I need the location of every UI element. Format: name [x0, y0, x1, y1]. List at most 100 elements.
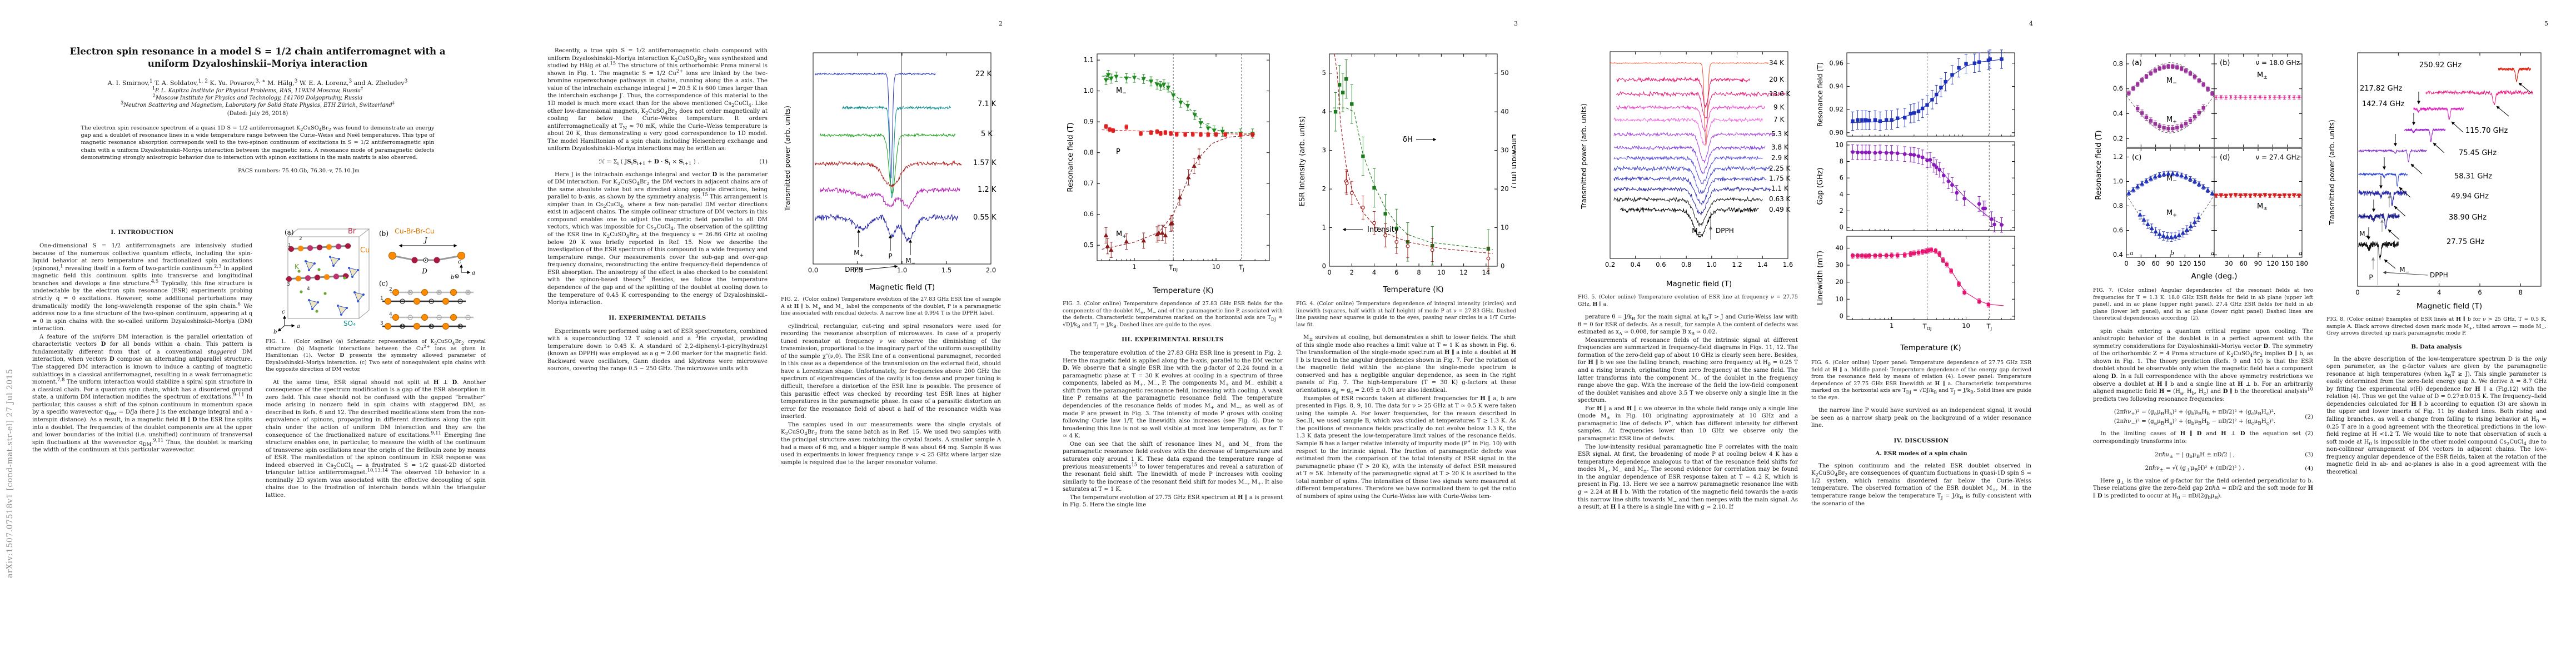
svg-text:ESR Intensity (arb. units): ESR Intensity (arb. units)	[1298, 116, 1307, 206]
svg-text:0.92: 0.92	[1829, 106, 1843, 113]
svg-text:10: 10	[1835, 141, 1843, 148]
page2-right-column: 0.0 0.5 1.0 1.5 2.0 22 K 7.1 K 5 K 1.57 K 1.2 K 0.…	[781, 47, 1001, 648]
svg-text:0: 0	[1840, 312, 1843, 320]
paragraph: The samples used in our measurements wer…	[781, 421, 1001, 466]
svg-text:(b): (b)	[379, 230, 388, 237]
svg-text:1.4: 1.4	[1757, 261, 1767, 268]
svg-text:M−​: M−​	[2166, 175, 2177, 184]
svg-text:Gap (GHz): Gap (GHz)	[1816, 167, 1825, 205]
svg-text:0.96: 0.96	[1829, 59, 1843, 67]
svg-text:1: 1	[380, 296, 383, 301]
svg-text:2.0: 2.0	[986, 266, 996, 274]
svg-text:Resonance field (T): Resonance field (T)	[1067, 122, 1075, 192]
figure-1-caption: FIG. 1. (Color online) (a) Schematic rep…	[266, 339, 486, 373]
svg-text:a: a	[2130, 250, 2134, 257]
svg-text:30: 30	[1835, 261, 1843, 269]
svg-text:217.82 GHz: 217.82 GHz	[2360, 84, 2402, 93]
svg-text:Temperature (K): Temperature (K)	[1900, 344, 1961, 352]
svg-text:1.1: 1.1	[1084, 56, 1094, 64]
svg-text:Br: Br	[348, 227, 356, 236]
svg-text:10: 10	[1501, 223, 1509, 231]
page2-left-column: Recently, a true spin S = 1/2 antiferrom…	[547, 47, 768, 648]
page5-left-column: 0.2 0.4 0.6 0.8 0 30 60 90 120 150 0.4 0.6 0.8 1.0 1.2…	[2093, 47, 2313, 648]
figure-6-caption: FIG. 6. (Color online) Upper panel: Temp…	[1811, 360, 2031, 401]
svg-text:60: 60	[2239, 260, 2248, 267]
svg-text:7 K: 7 K	[1773, 116, 1785, 123]
figure-7: 0.2 0.4 0.6 0.8 0 30 60 90 120 150 0.4 0.6 0.8 1.0 1.2…	[2093, 47, 2313, 322]
page1-left-column: I. INTRODUCTION One-dimensional S = 1/2 …	[32, 221, 252, 667]
svg-text:120: 120	[2179, 260, 2191, 267]
paragraph: The temperature evolution of 27.75 GHz E…	[1063, 494, 1283, 509]
svg-text:180: 180	[2296, 260, 2308, 267]
page4-right-column: 0.90 0.92 0.94 0.96 0 2 4 6 8 10 TDJ​ TJ​ 1 10 0 10 20 30…	[1811, 47, 2031, 648]
svg-text:a: a	[472, 270, 475, 276]
svg-text:0.4: 0.4	[1631, 261, 1641, 268]
svg-text:1.6: 1.6	[1783, 261, 1793, 268]
figure-2: 0.0 0.5 1.0 1.5 2.0 22 K 7.1 K 5 K 1.57 K 1.2 K 0.…	[781, 47, 1001, 317]
svg-text:10: 10	[1962, 322, 1970, 330]
svg-text:δH: δH	[1403, 136, 1413, 144]
figure-7-caption: FIG. 7. (Color online) Angular dependenc…	[2093, 287, 2313, 322]
title-block: Electron spin resonance in a model S = 1…	[0, 0, 515, 174]
svg-text:Cu-Br-Br-Cu: Cu-Br-Br-Cu	[395, 227, 435, 235]
experimental-heading: II. EXPERIMENTAL DETAILS	[609, 314, 706, 321]
svg-text:150: 150	[2281, 260, 2294, 267]
equation-1: ℋ = Σi ( JSiSi+1 + D · Si × Si+1 ) . (1)	[599, 158, 768, 167]
svg-text:0: 0	[2355, 288, 2359, 296]
subsection-b-heading: B. Data analysis	[2411, 344, 2462, 350]
svg-text:0.8: 0.8	[2113, 202, 2123, 210]
svg-text:4: 4	[2437, 288, 2441, 296]
svg-text:10: 10	[1437, 268, 1446, 276]
svg-text:0.5: 0.5	[853, 266, 863, 274]
svg-text:P: P	[2369, 273, 2373, 281]
paragraph: The spinon continuum and the related ESR…	[1811, 462, 2031, 507]
svg-text:3: 3	[1322, 146, 1326, 154]
esr-line-temperature-plot: 0.0 0.5 1.0 1.5 2.0 22 K 7.1 K 5 K 1.57 K 1.2 K 0.…	[783, 52, 996, 292]
svg-text:22 K: 22 K	[975, 70, 992, 78]
svg-text:2.9 K: 2.9 K	[1771, 154, 1789, 162]
svg-text:M±​: M±​	[2257, 71, 2268, 81]
svg-text:20 K: 20 K	[1769, 76, 1785, 83]
svg-text:30: 30	[2137, 260, 2145, 267]
svg-text:SO₄: SO₄	[343, 320, 356, 327]
svg-text:30: 30	[1501, 146, 1509, 154]
svg-text:K: K	[295, 263, 300, 271]
svg-text:1: 1	[1132, 263, 1136, 271]
svg-text:12: 12	[1459, 268, 1468, 276]
svg-text:0.55 K: 0.55 K	[973, 213, 996, 222]
svg-text:M−​: M−​	[2166, 77, 2177, 86]
intensity-linewidth-plot: 0 2 4 6 8 10 12 1401234501020304050δHIntensityT…	[1298, 53, 1516, 294]
svg-text:4: 4	[307, 286, 310, 292]
paragraph: The low-intensity residual paramagnetic …	[1578, 444, 1798, 511]
svg-text:0.8: 0.8	[1681, 261, 1691, 268]
svg-text:Angle (deg.): Angle (deg.)	[2191, 272, 2238, 281]
figure-3: TDJ​ TJ​ 1 10 0.5 0.6 0.7 0.8 0.9 1.0 1.1 M−​ P M+​ Te…	[1063, 47, 1283, 328]
paragraph: Experiments were performed using a set o…	[547, 328, 768, 372]
figure-4-caption: FIG. 4. (Color online) Temperature depen…	[1296, 301, 1516, 328]
page-2: 2 Recently, a true spin S = 1/2 antiferr…	[515, 0, 1030, 667]
svg-text:TDJ​: TDJ​	[1922, 322, 1932, 331]
esr-lines-frequencies-plot: 0 2 4 6 8 250.92 GHz 217.82 GHz 142.74 GHz 115.7…	[2328, 52, 2542, 311]
paragraph: For H ∥ a and H ∥ c we observe in the wh…	[1578, 405, 1798, 442]
svg-text:⊗: ⊗	[399, 322, 406, 331]
svg-text:0.8: 0.8	[2113, 59, 2123, 67]
page4-left-column: 0.2 0.4 0.6 0.8 1.0 1.2 1.4 1.6 34 K 20 K 13.6 K 9 …	[1578, 47, 1798, 648]
svg-text:10: 10	[1835, 295, 1843, 303]
svg-text:DPPH: DPPH	[2430, 271, 2448, 279]
svg-text:75.45 GHz: 75.45 GHz	[2459, 149, 2497, 157]
page-5: 5 0.2 0.4 0.6 0.8 0 30 60 90 120 150 0.4 0.6 0.8 1.0 1…	[2061, 0, 2576, 667]
svg-text:Intensity: Intensity	[1367, 226, 1399, 234]
page-1: arXiv:1507.07518v1 [cond-mat.str-el] 27 …	[0, 0, 515, 667]
svg-text:TJ​: TJ​	[1986, 322, 1992, 331]
svg-text:0.6: 0.6	[2113, 226, 2123, 234]
svg-text:M+​: M+​	[854, 249, 864, 258]
paragraph: Measurements of resonance fields of the …	[1578, 337, 1798, 404]
svg-text:a: a	[2299, 250, 2303, 257]
svg-text:1.0: 1.0	[1084, 87, 1094, 94]
discussion-heading: IV. DISCUSSION	[1894, 437, 1949, 444]
svg-text:Temperature (K): Temperature (K)	[1152, 286, 1213, 295]
svg-text:1: 1	[288, 243, 291, 248]
svg-text:0.4: 0.4	[2113, 251, 2123, 258]
svg-text:J: J	[423, 236, 428, 244]
page-number: 2	[999, 20, 1003, 27]
